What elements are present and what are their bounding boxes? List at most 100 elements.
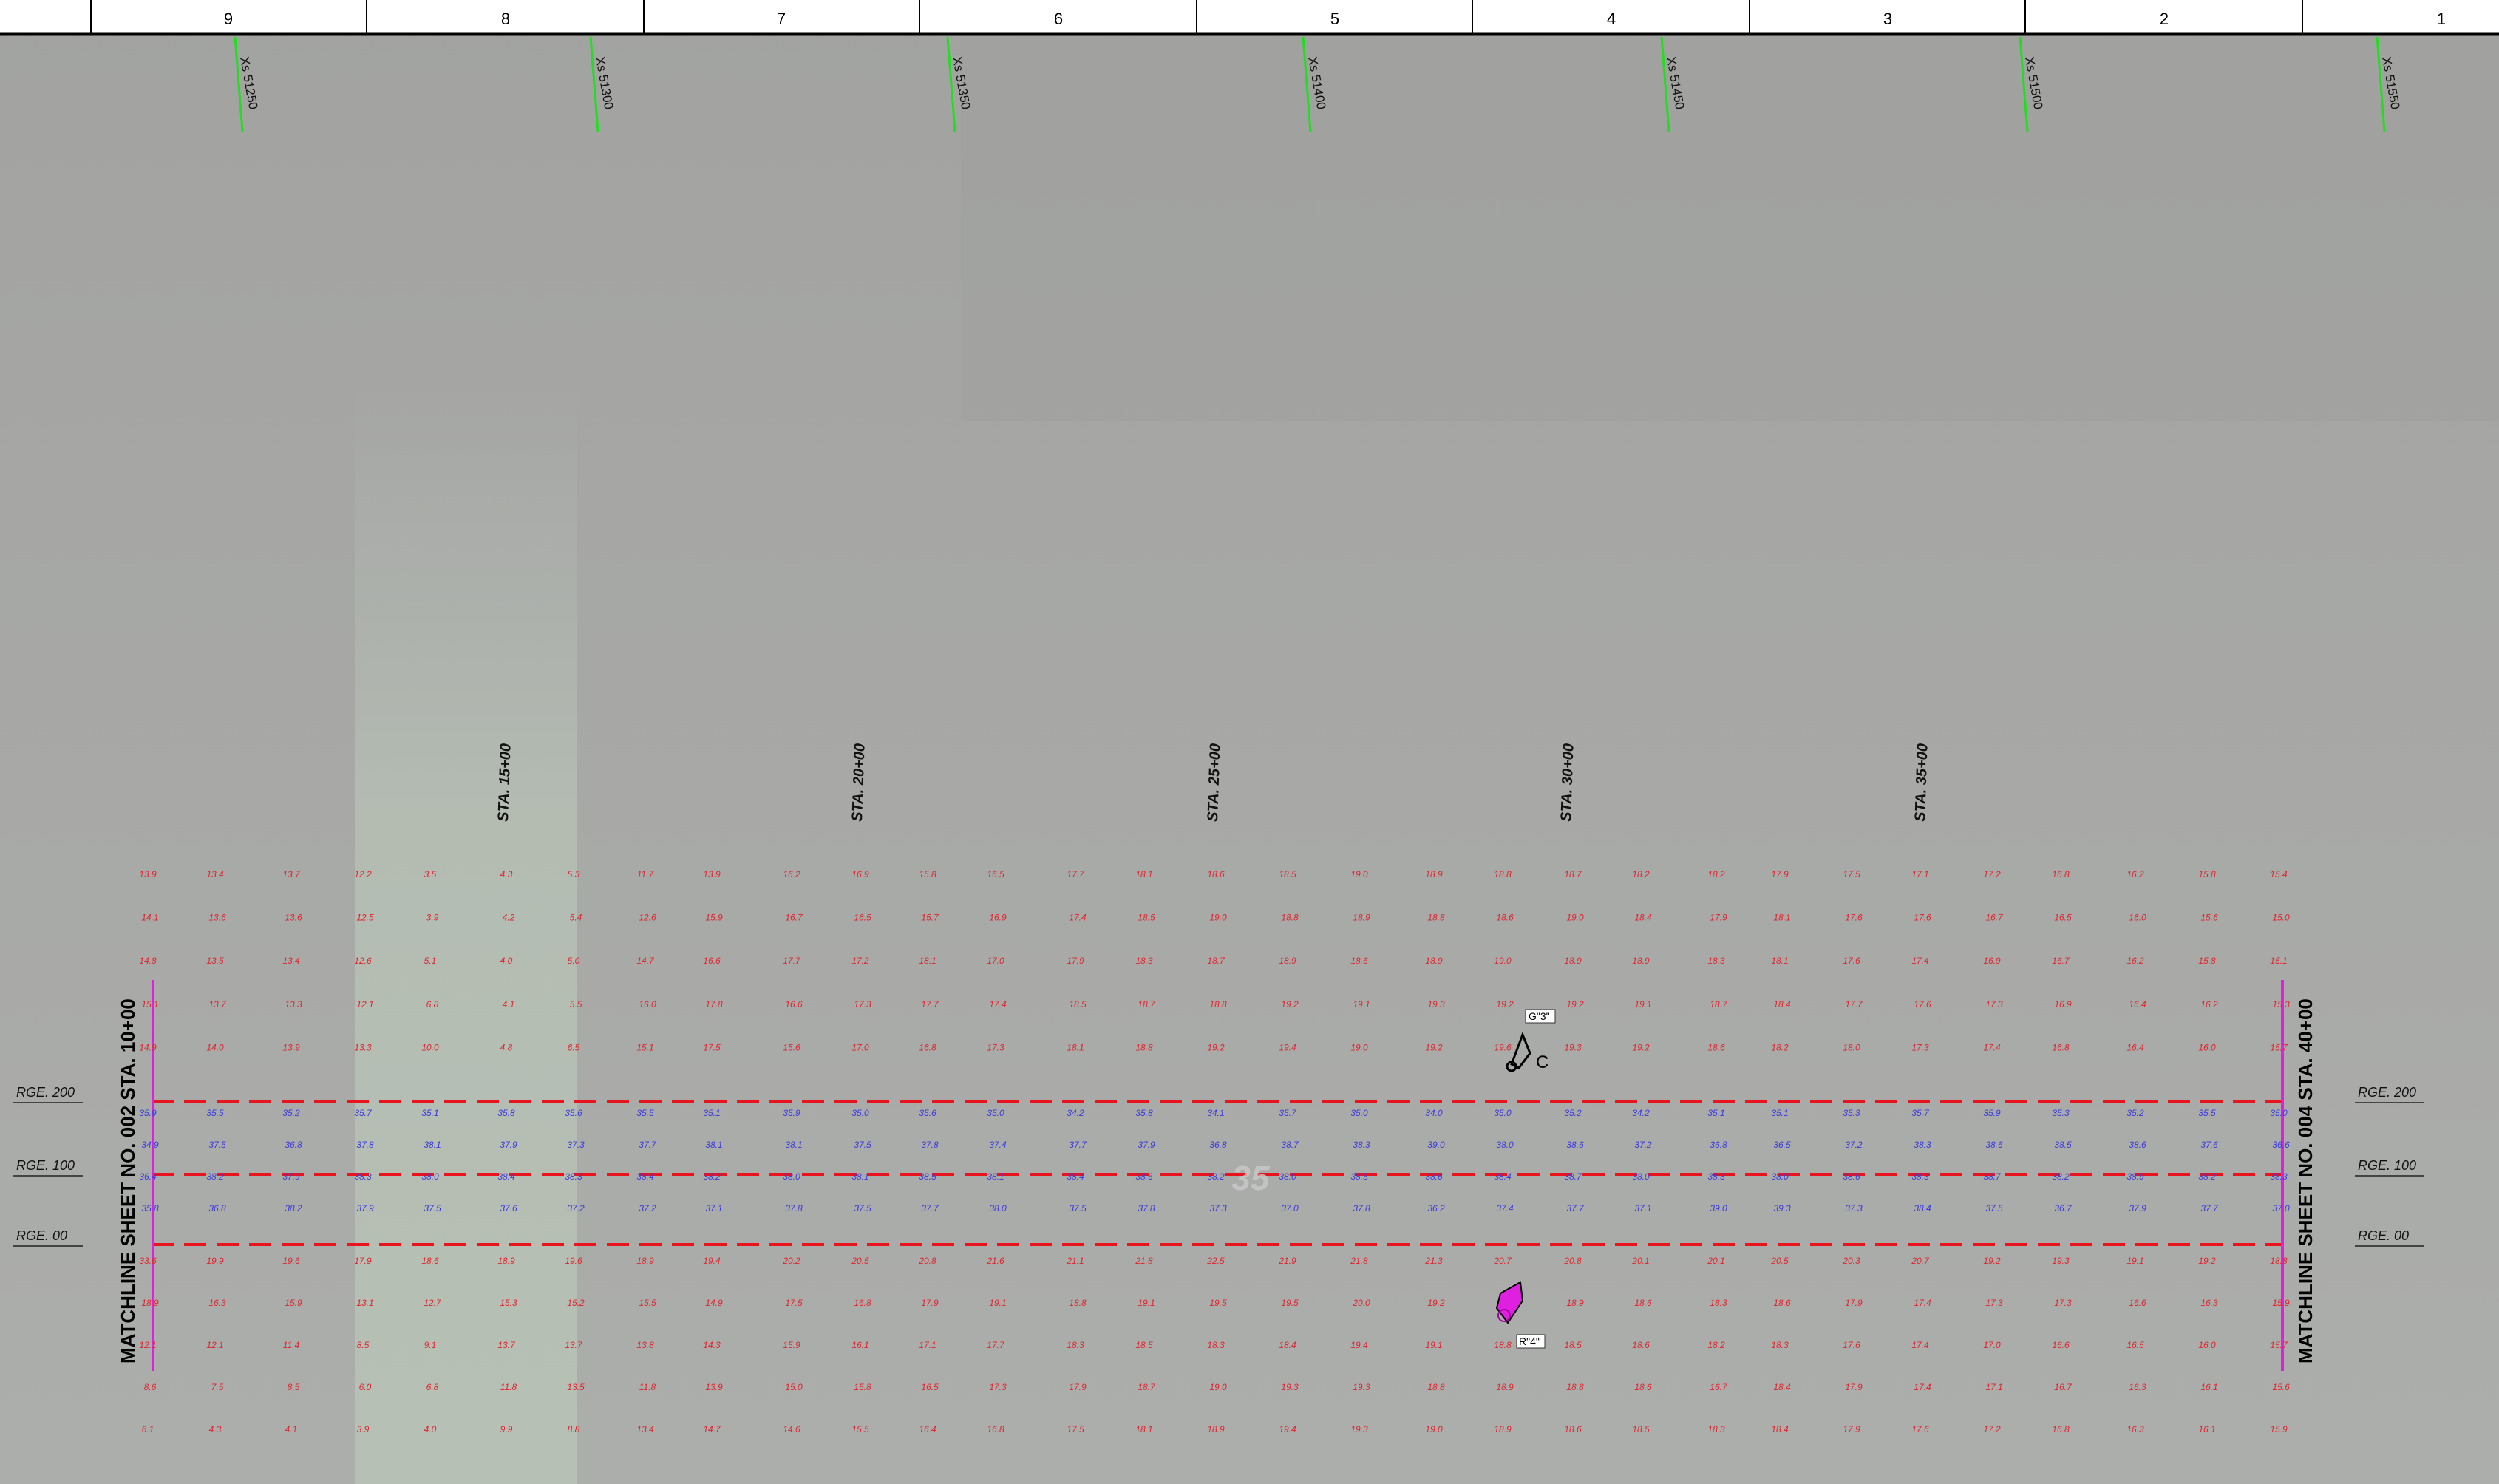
sounding: 37.0 [1281,1203,1299,1214]
sounding: 35.0 [2270,1108,2288,1118]
sounding: 38.7 [1983,1171,2002,1182]
sounding: 36.4 [139,1171,157,1182]
sounding: 16.2 [2126,869,2144,879]
sounding: 13.9 [705,1382,723,1392]
sounding: 16.1 [851,1340,868,1350]
sounding: 38.6 [1985,1140,2003,1150]
sounding: 39.0 [1710,1203,1727,1214]
sounding: 35.3 [1843,1108,1860,1118]
sounding: 17.1 [1911,869,1928,879]
sounding: 18.3 [1207,1340,1225,1350]
sounding: 38.3 [565,1171,582,1182]
sounding: 18.9 [1494,1424,1512,1434]
sounding: 19.2 [1983,1256,2001,1266]
sounding: 4.0 [424,1424,437,1434]
sounding: 19.2 [1281,999,1299,1010]
sounding: 18.5 [1135,1340,1153,1350]
label-box [1525,1009,1556,1024]
sounding: 21.9 [1278,1256,1296,1266]
sounding: 19.1 [2126,1256,2143,1266]
sounding: 16.3 [2200,1298,2218,1308]
sounding: 34.1 [1207,1108,1224,1118]
sounding: 19.3 [1427,999,1445,1010]
sounding: 38.0 [1771,1171,1789,1182]
sounding: 35.5 [2198,1108,2216,1118]
sounding: 38.3 [1707,1171,1725,1182]
sounding: 18.9 [1566,1298,1584,1308]
sounding: 18.1 [1135,869,1152,879]
sounding: 38.1 [785,1140,802,1150]
sounding: 9.9 [500,1424,513,1434]
sounding: 7.5 [211,1382,224,1392]
sounding: 18.4 [1771,1424,1789,1434]
sounding: 35.7 [1279,1108,1297,1118]
sounding: 16.8 [2052,1042,2070,1052]
sounding: 13.3 [354,1042,372,1052]
sounding: 38.5 [2054,1140,2072,1150]
sounding: 38.2 [1207,1171,1225,1182]
sounding: 36.2 [1427,1203,1445,1214]
sounding: 5.1 [424,956,437,966]
sounding: 3.9 [357,1424,370,1434]
sounding: 35.0 [1350,1108,1368,1118]
sounding: 8.8 [568,1424,580,1434]
sounding: 18.9 [1207,1424,1225,1434]
sounding: 17.6 [1914,999,1931,1010]
sounding: 19.6 [282,1256,300,1266]
sounding: 18.6 [1564,1424,1582,1434]
sounding: 19.1 [1353,999,1370,1010]
sounding: 36.8 [1209,1140,1227,1150]
sounding: 13.7 [497,1340,516,1350]
sounding: 38.6 [1135,1171,1153,1182]
sounding: 21.6 [986,1256,1004,1266]
sounding: 8.6 [144,1382,157,1392]
range-label-right: RGE. 00 [2358,1228,2409,1243]
sounding: 6.0 [359,1382,372,1392]
sounding: 12.6 [354,956,372,966]
sounding: 35.5 [206,1108,224,1118]
sounding: 15.4 [2270,869,2288,879]
range-label-left: RGE. 100 [16,1158,75,1173]
sounding: 20.5 [1770,1256,1789,1266]
sounding: 38.3 [354,1171,372,1182]
sounding: 18.6 [1207,869,1225,879]
sounding: 18.5 [1564,1340,1582,1350]
sounding: 18.4 [1634,913,1652,923]
sounding: 34.0 [1425,1108,1443,1118]
sounding: 15.7 [2270,1340,2288,1350]
sounding: 16.5 [854,913,871,923]
sounding: 35.1 [421,1108,438,1118]
sounding: 18.8 [1566,1382,1584,1392]
sounding: 12.6 [639,913,656,923]
sounding: 37.4 [989,1140,1007,1150]
sounding: 13.6 [285,913,302,923]
sounding: 16.6 [703,956,721,966]
sounding: 14.9 [139,1042,157,1052]
sounding: 19.6 [1494,1042,1512,1052]
sounding: 16.2 [2126,956,2144,966]
sounding: 15.3 [2272,999,2290,1010]
sounding: 4.3 [500,869,513,879]
sounding: 16.6 [2129,1298,2146,1308]
sounding: 38.2 [2052,1171,2070,1182]
sounding: 37.1 [705,1203,722,1214]
sounding: 12.7 [424,1298,442,1308]
sounding: 15.8 [854,1382,871,1392]
column-number: 2 [2160,10,2169,28]
sounding: 17.6 [1911,1424,1929,1434]
sounding: 16.8 [2052,869,2070,879]
sounding: 17.0 [1983,1340,2001,1350]
sounding: 17.7 [1845,999,1863,1010]
sounding: 18.0 [1843,1042,1860,1052]
sounding: 11.4 [283,1340,300,1350]
sounding: 35.8 [141,1203,159,1214]
sounding: 17.5 [703,1042,721,1052]
sounding: 20.1 [1707,1256,1724,1266]
sounding: 18.8 [1494,1340,1512,1350]
sounding: 38.1 [705,1140,722,1150]
sounding: 38.3 [1914,1140,1931,1150]
sounding: 18.7 [1564,869,1582,879]
sounding: 37.5 [1069,1203,1087,1214]
sounding: 4.0 [500,956,513,966]
sounding: 19.0 [1350,1042,1368,1052]
